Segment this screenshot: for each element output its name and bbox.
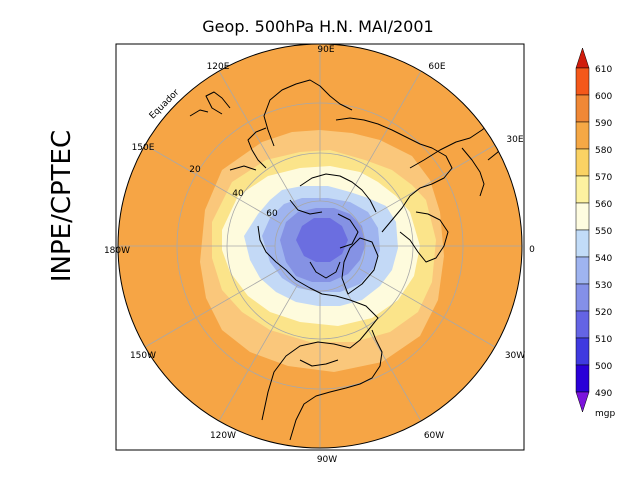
lat-label-40: 40: [232, 189, 244, 199]
lon-label-90e: 90E: [317, 45, 334, 55]
colorbar-tick-label: 610: [595, 65, 612, 75]
colorbar-top-arrow: [575, 47, 590, 69]
lon-label-120e: 120E: [207, 62, 230, 72]
colorbar-tick-label: 590: [595, 119, 612, 129]
colorbar-tick-label: 580: [595, 146, 612, 156]
colorbar-tick-label: 530: [595, 281, 612, 291]
colorbar-segment: [575, 256, 590, 285]
colorbar-segment: [575, 175, 590, 204]
lon-label-0: 0: [529, 245, 535, 255]
meridian-line: [144, 144, 282, 224]
colorbar-unit: mgp: [595, 409, 615, 419]
lon-label-150w: 150W: [130, 351, 156, 361]
colorbar-tick-label: 540: [595, 254, 612, 264]
colorbar-segment: [575, 94, 590, 123]
colorbar-segment: [575, 283, 590, 312]
colorbar-tick-label: 550: [595, 227, 612, 237]
meridian-line: [218, 70, 298, 208]
lon-label-60e: 60E: [428, 62, 445, 72]
colorbar-segment: [575, 310, 590, 339]
meridian-line: [144, 268, 282, 348]
lon-label-60w: 60W: [424, 431, 444, 441]
colorbar-tick-label: 560: [595, 200, 612, 210]
colorbar-tick-label: 570: [595, 173, 612, 183]
fill-deep-blue: [296, 218, 348, 262]
longitude-labels: 90E 60E 30E 0 30W 60W 90W 120W 150W 180W…: [104, 45, 535, 465]
lon-label-30w: 30W: [505, 351, 525, 361]
colorbar-segment: [575, 67, 590, 96]
colorbar-tick-label: 510: [595, 335, 612, 345]
colorbar-tick-label: 520: [595, 308, 612, 318]
colorbar-tick-label: 490: [595, 389, 612, 399]
meridian-line: [218, 284, 298, 422]
lon-label-120w: 120W: [210, 431, 236, 441]
meridian-line: [358, 268, 496, 348]
lat-label-20: 20: [189, 165, 201, 175]
lat-label-60: 60: [266, 209, 278, 219]
coastlines: [189, 79, 505, 441]
lon-label-30e: 30E: [506, 135, 523, 145]
colorbar-bottom-arrow: [575, 391, 590, 413]
colorbar-segment: [575, 148, 590, 177]
colorbar-tick-label: 500: [595, 362, 612, 372]
colorbar-segment: [575, 229, 590, 258]
meridian-line: [358, 144, 496, 224]
colorbar-segment: [575, 364, 590, 393]
colorbar-tick-label: 600: [595, 92, 612, 102]
polar-disc: [118, 44, 522, 448]
colorbar-segment: [575, 337, 590, 366]
chart-title: Geop. 500hPa H.N. MAI/2001: [202, 17, 433, 36]
colorbar: 610 600 590 580 570 560 550 540 530 520 510 500 490 m…: [575, 47, 615, 419]
graticule: [118, 44, 522, 448]
lon-label-150e: 150E: [132, 143, 155, 153]
lon-label-90w: 90W: [317, 455, 337, 465]
colorbar-segment: [575, 202, 590, 231]
lon-label-180w: 180W: [104, 246, 130, 256]
colorbar-segment: [575, 121, 590, 150]
disc-outline: [117, 43, 523, 449]
side-label: INPE/CPTEC: [47, 130, 77, 282]
